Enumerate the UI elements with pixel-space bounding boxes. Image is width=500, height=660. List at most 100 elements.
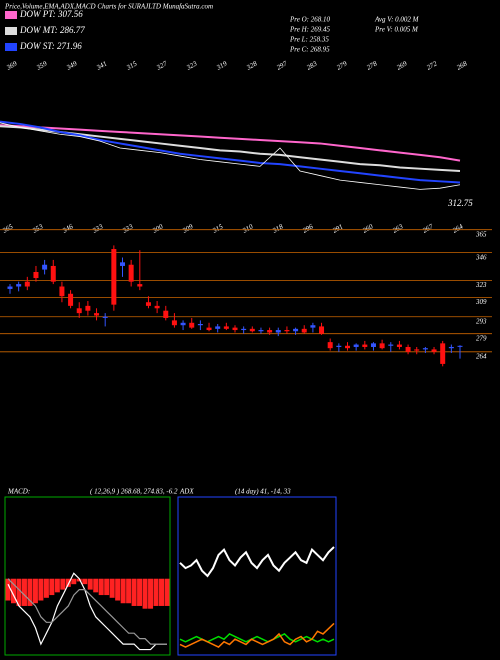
candle-body: [345, 345, 350, 349]
candle-body: [232, 327, 238, 331]
line: [7, 578, 167, 645]
candle-body: [301, 328, 307, 333]
stat: Pre V: 0.005 M: [374, 26, 419, 34]
stat: Pre O: 268.10: [289, 16, 330, 24]
stat: Pre C: 268.95: [289, 46, 330, 54]
candle-body: [33, 272, 39, 279]
y-tick-label: 293: [476, 317, 487, 325]
candle-body: [7, 286, 13, 289]
histogram-bar: [82, 578, 88, 585]
histogram-bar: [60, 578, 66, 590]
candle-body: [111, 249, 117, 305]
y-tick-label: 323: [475, 281, 487, 289]
panel-border: [4, 496, 171, 656]
candle-body: [388, 344, 394, 346]
candle-body: [42, 264, 48, 270]
line: [0, 122, 461, 190]
histogram-bar: [164, 578, 170, 606]
candle-body: [59, 286, 65, 297]
candle-body: [414, 349, 420, 351]
candle-body: [197, 324, 203, 326]
histogram-bar: [142, 578, 148, 609]
line: [0, 124, 461, 162]
line: [179, 546, 335, 578]
candle-body: [137, 284, 143, 287]
histogram-bar: [131, 578, 137, 606]
legend-swatch: [5, 11, 17, 19]
candle-body: [154, 305, 160, 309]
candle-body: [396, 344, 402, 347]
candle-body: [102, 316, 108, 318]
candle-body: [206, 327, 212, 331]
histogram-bar: [159, 578, 165, 606]
histogram-bar: [115, 578, 121, 601]
histogram-bar: [10, 578, 16, 604]
candle-body: [362, 344, 368, 347]
candle-body: [353, 344, 359, 347]
legend-swatch: [5, 27, 17, 35]
candle-body: [319, 326, 325, 334]
histogram-bar: [104, 578, 110, 596]
candle-body: [76, 308, 82, 314]
candle-body: [249, 328, 255, 332]
histogram-bar: [65, 578, 71, 587]
candle-body: [379, 343, 385, 349]
candle-body: [94, 313, 100, 316]
histogram-bar: [137, 578, 143, 606]
annotation: 312.75: [447, 198, 473, 208]
candle-body: [422, 348, 428, 350]
candle-body: [448, 346, 454, 349]
histogram-bar: [43, 578, 49, 598]
histogram-bar: [87, 578, 93, 590]
candle-body: [120, 262, 125, 266]
y-tick-label: 264: [476, 352, 487, 360]
candle-body: [163, 310, 169, 318]
histogram-bar: [148, 578, 154, 609]
candle-body: [180, 322, 186, 326]
line: [179, 622, 335, 649]
line: [7, 572, 167, 651]
histogram-bar: [98, 578, 104, 596]
candle-body: [189, 322, 195, 328]
panel-subtitle: (14 day) 41, -14, 33: [235, 488, 291, 496]
histogram-bar: [153, 578, 159, 606]
stat: Pre H: 269.45: [289, 26, 330, 34]
y-tick-label: 279: [476, 334, 487, 342]
candle-body: [370, 343, 376, 347]
candle-body: [241, 328, 247, 331]
page-title: Price,Volume,EMA,ADX,MACD Charts for SUR…: [4, 3, 213, 11]
candle-body: [336, 345, 342, 347]
candle-body: [223, 326, 229, 329]
histogram-bar: [32, 578, 38, 604]
histogram-bar: [16, 578, 22, 606]
candle-body: [284, 330, 290, 332]
histogram-bar: [120, 578, 126, 604]
candle-body: [431, 349, 437, 352]
candle-body: [16, 284, 22, 287]
candle-body: [258, 330, 264, 332]
histogram-bar: [109, 578, 115, 598]
legend-swatch: [5, 43, 17, 51]
histogram-bar: [38, 578, 44, 601]
histogram-bar: [76, 578, 82, 582]
histogram-bar: [71, 578, 77, 585]
line: [0, 120, 461, 184]
candle-body: [145, 302, 151, 306]
candle-body: [50, 265, 56, 282]
histogram-bar: [93, 578, 99, 593]
candle-body: [310, 325, 316, 328]
candle-body: [215, 326, 221, 329]
candle-body: [85, 305, 91, 311]
histogram-bar: [27, 578, 33, 606]
stat: Pre L: 258.35: [289, 36, 329, 44]
panel-border: [177, 496, 337, 656]
candle-body: [405, 346, 411, 352]
histogram-bar: [21, 578, 27, 606]
histogram-bar: [126, 578, 132, 604]
candle-body: [293, 328, 299, 332]
candle-body: [457, 345, 463, 347]
candle-body: [327, 342, 333, 349]
y-tick-label: 309: [475, 298, 487, 306]
histogram-bar: [54, 578, 60, 593]
stat: Avg V: 0.002 M: [374, 16, 420, 24]
